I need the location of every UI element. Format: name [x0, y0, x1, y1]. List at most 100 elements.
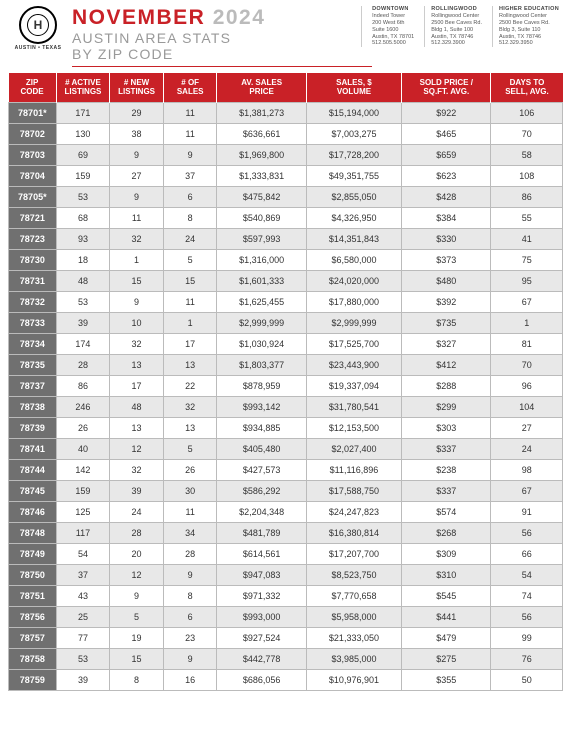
data-cell: $392 — [402, 291, 491, 312]
data-cell: $8,523,750 — [306, 564, 401, 585]
zip-cell: 78737 — [9, 375, 57, 396]
office-line: Bldg 3, Suite 110 — [499, 27, 559, 34]
data-cell: $922 — [402, 102, 491, 123]
office-line: Indeed Tower — [372, 13, 414, 20]
data-cell: $659 — [402, 144, 491, 165]
data-cell: $480 — [402, 270, 491, 291]
data-cell: 91 — [491, 501, 563, 522]
zip-cell: 78739 — [9, 417, 57, 438]
data-cell: 26 — [56, 417, 110, 438]
data-cell: 15 — [110, 270, 164, 291]
report-title: NOVEMBER 2024 — [72, 6, 353, 30]
data-cell: 70 — [491, 354, 563, 375]
data-cell: 159 — [56, 480, 110, 501]
data-cell: $327 — [402, 333, 491, 354]
data-cell: $17,525,700 — [306, 333, 401, 354]
data-cell: $310 — [402, 564, 491, 585]
data-cell: 17 — [163, 333, 217, 354]
zip-cell: 78704 — [9, 165, 57, 186]
data-cell: 24 — [491, 438, 563, 459]
data-cell: $993,000 — [217, 606, 306, 627]
data-cell: 1 — [110, 249, 164, 270]
data-cell: 40 — [56, 438, 110, 459]
data-cell: $636,661 — [217, 123, 306, 144]
zip-cell: 78702 — [9, 123, 57, 144]
data-cell: 9 — [110, 585, 164, 606]
data-cell: 32 — [110, 333, 164, 354]
data-cell: $1,625,455 — [217, 291, 306, 312]
data-cell: 11 — [163, 123, 217, 144]
zip-cell: 78738 — [9, 396, 57, 417]
data-cell: $927,524 — [217, 627, 306, 648]
col-header: # OFSALES — [163, 73, 217, 102]
data-cell: $12,153,500 — [306, 417, 401, 438]
data-cell: $686,056 — [217, 669, 306, 690]
table-row: 787341743217$1,030,924$17,525,700$32781 — [9, 333, 563, 354]
data-cell: $6,580,000 — [306, 249, 401, 270]
data-cell: $597,993 — [217, 228, 306, 249]
data-cell: $31,780,541 — [306, 396, 401, 417]
zip-cell: 78759 — [9, 669, 57, 690]
table-row: 78749542028$614,561$17,207,700$30966 — [9, 543, 563, 564]
data-cell: 30 — [163, 480, 217, 501]
zip-cell: 78733 — [9, 312, 57, 333]
data-cell: 95 — [491, 270, 563, 291]
data-cell: 53 — [56, 648, 110, 669]
data-cell: $17,207,700 — [306, 543, 401, 564]
data-cell: 9 — [110, 144, 164, 165]
data-cell: $309 — [402, 543, 491, 564]
zip-cell: 78741 — [9, 438, 57, 459]
office-block: DOWNTOWNIndeed Tower200 West 6thSuite 16… — [372, 6, 414, 47]
col-header: # NEWLISTINGS — [110, 73, 164, 102]
col-header: AV. SALESPRICE — [217, 73, 306, 102]
table-row: 787021303811$636,661$7,003,275$46570 — [9, 123, 563, 144]
office-block: ROLLINGWOODRollingwood Center2500 Bee Ca… — [424, 6, 482, 47]
zip-cell: 78757 — [9, 627, 57, 648]
zip-cell: 78721 — [9, 207, 57, 228]
zip-cell: 78703 — [9, 144, 57, 165]
data-cell: $5,958,000 — [306, 606, 401, 627]
data-cell: $303 — [402, 417, 491, 438]
data-cell: 50 — [491, 669, 563, 690]
data-cell: 66 — [491, 543, 563, 564]
data-cell: 27 — [110, 165, 164, 186]
data-cell: 1 — [163, 312, 217, 333]
data-cell: 13 — [110, 417, 164, 438]
col-header: DAYS TOSELL, AVG. — [491, 73, 563, 102]
data-cell: 37 — [163, 165, 217, 186]
data-cell: 117 — [56, 522, 110, 543]
zip-cell: 78731 — [9, 270, 57, 291]
col-header: ZIPCODE — [9, 73, 57, 102]
data-cell: 125 — [56, 501, 110, 522]
data-cell: 25 — [56, 606, 110, 627]
data-cell: 74 — [491, 585, 563, 606]
data-cell: $481,789 — [217, 522, 306, 543]
data-cell: 10 — [110, 312, 164, 333]
data-cell: $24,020,000 — [306, 270, 401, 291]
divider-line — [72, 66, 372, 67]
data-cell: 53 — [56, 186, 110, 207]
data-cell: 54 — [56, 543, 110, 564]
data-cell: 81 — [491, 333, 563, 354]
data-cell: $475,842 — [217, 186, 306, 207]
data-cell: 43 — [56, 585, 110, 606]
data-cell: $16,380,814 — [306, 522, 401, 543]
col-header: SOLD PRICE /SQ.FT. AVG. — [402, 73, 491, 102]
data-cell: 48 — [110, 396, 164, 417]
data-cell: 159 — [56, 165, 110, 186]
data-cell: 28 — [163, 543, 217, 564]
data-cell: 130 — [56, 123, 110, 144]
data-cell: $24,247,823 — [306, 501, 401, 522]
data-cell: $4,326,950 — [306, 207, 401, 228]
data-cell: $299 — [402, 396, 491, 417]
data-cell: 19 — [110, 627, 164, 648]
data-cell: 99 — [491, 627, 563, 648]
data-cell: 12 — [110, 564, 164, 585]
data-cell: $337 — [402, 480, 491, 501]
table-row: 787441423226$427,573$11,116,896$23898 — [9, 459, 563, 480]
title-block: NOVEMBER 2024 AUSTIN AREA STATS BY ZIP C… — [72, 6, 353, 62]
subtitle-line-1: AUSTIN AREA STATS — [72, 30, 353, 46]
zip-cell: 78756 — [9, 606, 57, 627]
data-cell: $442,778 — [217, 648, 306, 669]
data-cell: 32 — [110, 228, 164, 249]
